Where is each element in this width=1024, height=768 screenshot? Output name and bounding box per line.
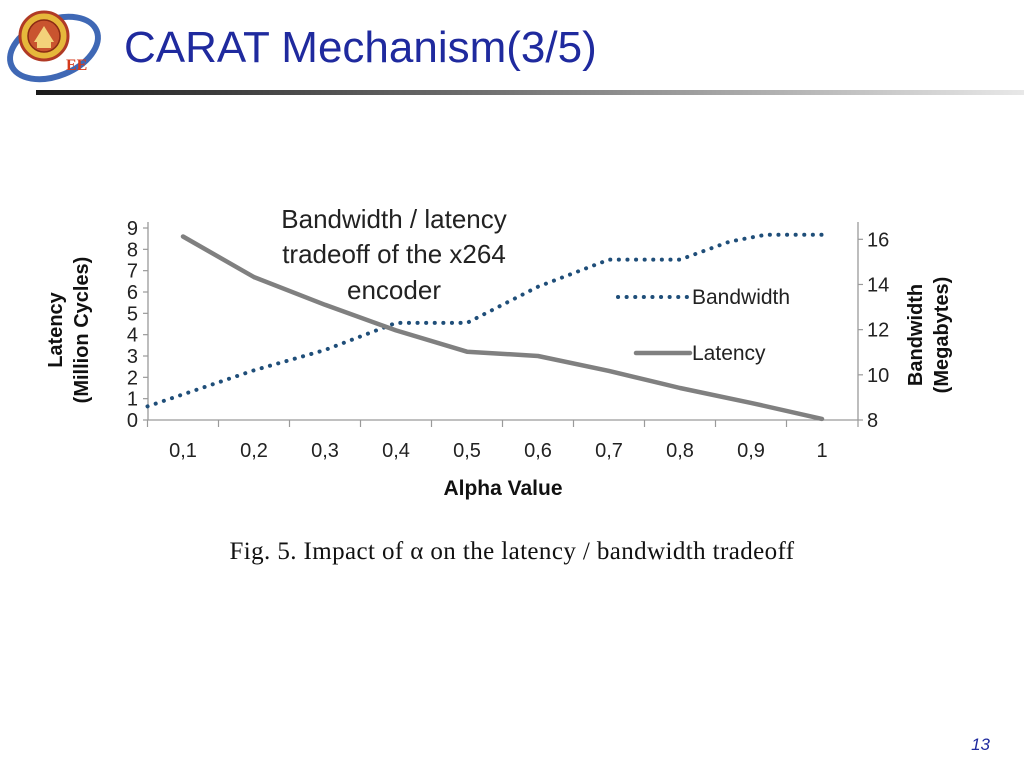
chart-series — [145, 232, 832, 422]
x-tick-label: 0,4 — [382, 440, 410, 462]
line-chart: Bandwidth / latency tradeoff of the x264… — [45, 204, 953, 500]
latency-legend-label: Latency — [692, 342, 766, 365]
x-tick-label: 0,5 — [453, 440, 481, 462]
right-axis-title-line-1: Bandwidth — [905, 284, 927, 386]
left-tick-label: 1 — [127, 389, 138, 411]
x-tick-label: 0,8 — [666, 440, 694, 462]
slide-title: CARAT Mechanism(3/5) — [124, 23, 597, 72]
right-tick-label: 12 — [867, 320, 889, 342]
x-tick-label: 0,2 — [240, 440, 268, 462]
chart-title: Bandwidth / latency tradeoff of the x264… — [281, 204, 506, 305]
right-tick-label: 16 — [867, 229, 889, 251]
left-tick-label: 2 — [127, 367, 138, 389]
left-tick-label: 0 — [127, 410, 138, 432]
logo-ee-text: EE — [66, 57, 87, 74]
figure-caption: Fig. 5. Impact of α on the latency / ban… — [229, 538, 795, 565]
x-tick-label: 0,1 — [169, 440, 197, 462]
page-number: 13 — [971, 735, 990, 754]
left-axis-title-line-1: Latency — [45, 291, 67, 367]
right-axis-title: Bandwidth (Megabytes) — [905, 277, 953, 394]
x-axis-ticks: 0,1 0,2 0,3 0,4 0,5 0,6 0,7 0,8 0,9 1 — [146, 420, 859, 462]
right-tick-label: 10 — [867, 365, 889, 387]
right-tick-label: 14 — [867, 274, 889, 296]
logo-emblem-building — [34, 26, 54, 48]
chart-title-line-2: tradeoff of the x264 — [282, 239, 506, 269]
chart-legend: Bandwidth Latency — [616, 286, 790, 365]
university-logo: EE — [7, 10, 101, 83]
x-tick-label: 0,6 — [524, 440, 552, 462]
right-axis-title-line-2: (Megabytes) — [931, 277, 953, 394]
right-axis-ticks: 8 10 12 14 16 — [858, 229, 889, 432]
x-tick-label: 0,3 — [311, 440, 339, 462]
left-tick-label: 3 — [127, 346, 138, 368]
bandwidth-series-line — [145, 232, 832, 409]
x-tick-label: 0,9 — [737, 440, 765, 462]
left-tick-label: 5 — [127, 303, 138, 325]
latency-series-line — [180, 234, 825, 422]
left-tick-label: 7 — [127, 261, 138, 283]
chart-title-line-1: Bandwidth / latency — [281, 204, 506, 234]
x-tick-label: 0,7 — [595, 440, 623, 462]
x-tick-label: 1 — [816, 440, 827, 462]
bandwidth-legend-label: Bandwidth — [692, 286, 790, 309]
title-divider — [36, 90, 1024, 95]
left-tick-label: 9 — [127, 218, 138, 240]
left-axis-title-line-2: (Million Cycles) — [71, 257, 93, 404]
left-tick-label: 8 — [127, 239, 138, 261]
left-tick-label: 4 — [127, 325, 138, 347]
left-axis-title: Latency (Million Cycles) — [45, 257, 93, 404]
x-axis-title: Alpha Value — [443, 477, 562, 500]
right-tick-label: 8 — [867, 410, 878, 432]
chart-title-line-3: encoder — [347, 275, 441, 305]
left-tick-label: 6 — [127, 282, 138, 304]
